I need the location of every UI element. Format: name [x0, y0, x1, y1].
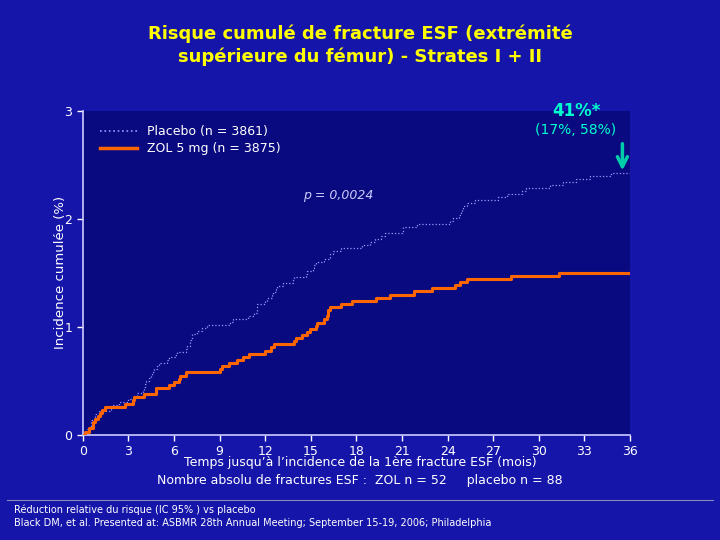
- Text: Réduction relative du risque (IC 95% ) vs placebo: Réduction relative du risque (IC 95% ) v…: [14, 505, 256, 515]
- Text: Temps jusqu’à l’incidence de la 1ère fracture ESF (mois): Temps jusqu’à l’incidence de la 1ère fra…: [184, 456, 536, 469]
- Y-axis label: Incidence cumulée (%): Incidence cumulée (%): [54, 196, 67, 349]
- Text: Black DM, et al. Presented at: ASBMR 28th Annual Meeting; September 15-19, 2006;: Black DM, et al. Presented at: ASBMR 28t…: [14, 518, 492, 529]
- Text: p = 0,0024: p = 0,0024: [303, 189, 374, 202]
- Text: supérieure du fémur) - Strates I + II: supérieure du fémur) - Strates I + II: [178, 48, 542, 66]
- Text: (17%, 58%): (17%, 58%): [536, 123, 616, 137]
- Legend: Placebo (n = 3861), ZOL 5 mg (n = 3875): Placebo (n = 3861), ZOL 5 mg (n = 3875): [94, 120, 286, 160]
- Text: 41%*: 41%*: [552, 102, 600, 120]
- Text: Nombre absolu de fractures ESF :  ZOL n = 52     placebo n = 88: Nombre absolu de fractures ESF : ZOL n =…: [157, 474, 563, 487]
- Text: Risque cumulé de fracture ESF (extrémité: Risque cumulé de fracture ESF (extrémité: [148, 24, 572, 43]
